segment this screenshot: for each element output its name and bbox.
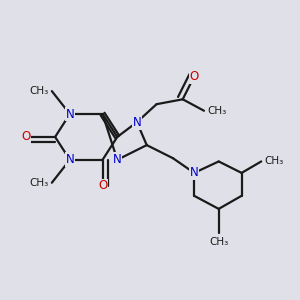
Text: CH₃: CH₃	[209, 237, 228, 247]
Text: N: N	[65, 107, 74, 121]
Text: O: O	[21, 130, 30, 143]
Text: CH₃: CH₃	[265, 157, 284, 166]
Text: N: N	[133, 116, 141, 129]
Text: CH₃: CH₃	[29, 178, 49, 188]
Text: O: O	[190, 70, 199, 83]
Text: CH₃: CH₃	[29, 86, 49, 96]
Text: N: N	[65, 153, 74, 166]
Text: CH₃: CH₃	[207, 106, 226, 116]
Text: O: O	[98, 179, 107, 193]
Text: N: N	[190, 167, 199, 179]
Text: N: N	[113, 153, 122, 166]
